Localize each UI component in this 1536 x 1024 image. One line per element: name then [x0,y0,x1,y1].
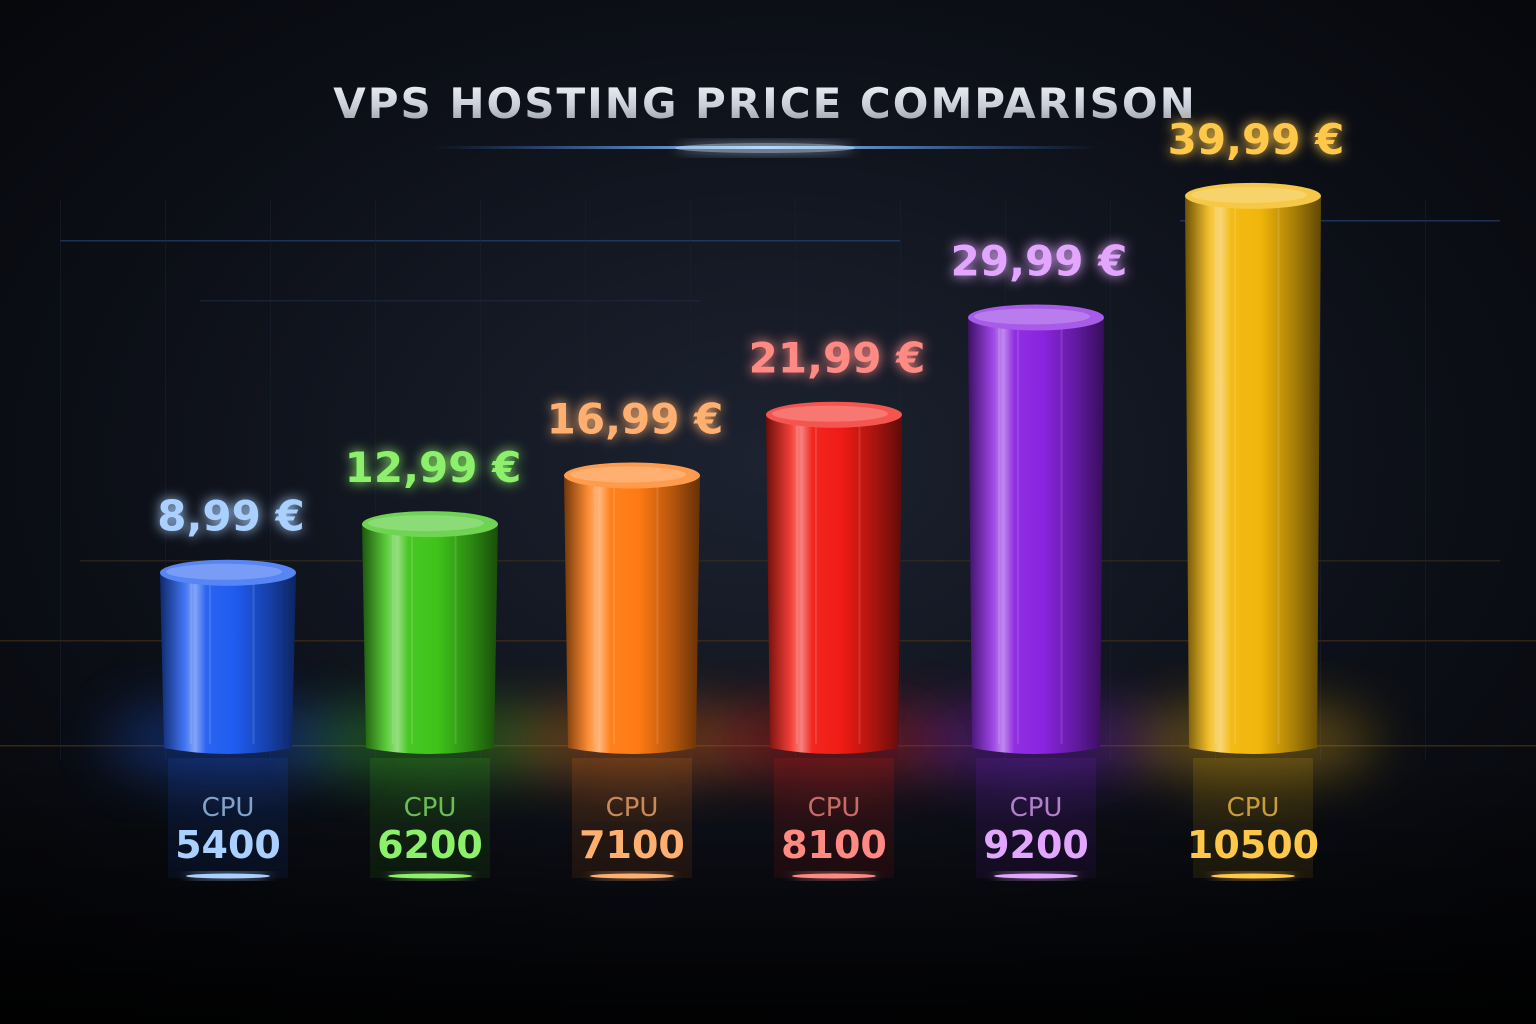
bar-value-label: 8,99 € [157,492,304,541]
category-prefix-label: CPU [808,793,861,823]
bar-value-label: 21,99 € [749,334,926,383]
decor-gridline [1320,200,1321,760]
bar-facet [1214,199,1217,744]
bar-top-highlight [1191,186,1307,203]
decor-streak [0,640,1536,642]
bar-top-highlight [974,308,1090,325]
bar-facet [1016,321,1019,744]
bar-facet [1060,321,1063,744]
bar [362,524,498,754]
bar-top-highlight [368,515,484,532]
decor-gridline [480,200,481,760]
category-tick-label: 5400 [175,823,281,867]
decor-gridline [60,200,61,760]
category-underline-glow [792,873,876,879]
floor-shadow [0,760,1536,1024]
category-tick-label: 6200 [377,823,483,867]
category-underline-glow [388,873,472,879]
bar-facet [391,528,394,744]
bar-facet [252,576,255,744]
category-prefix-label: CPU [1227,793,1280,823]
bar [564,475,700,754]
category-underline-glow [590,873,674,879]
bar [766,414,902,754]
category-tick-label: 9200 [983,823,1089,867]
chart-title: VPS HOSTING PRICE COMPARISON [333,79,1197,128]
decor-gridline [1110,200,1111,760]
category-tick-label: 10500 [1187,823,1319,867]
category-underline-glow [1211,873,1295,879]
bar-value-label: 16,99 € [547,394,724,443]
bar-value-label: 12,99 € [345,443,522,492]
bar-facet [454,528,457,744]
bar-value-label: 39,99 € [1168,115,1345,164]
bar-facet [858,418,861,744]
bar-top-highlight [166,563,282,580]
title-underline-flare [675,143,855,153]
bar-facet [208,576,211,744]
bar-facet [656,479,659,744]
bar-top-highlight [570,466,686,483]
bar-facet [593,479,596,744]
decor-gridline [165,200,166,760]
category-prefix-label: CPU [606,793,659,823]
bar [968,317,1104,754]
bar-facet [795,418,798,744]
bar-facet [189,576,192,744]
category-tick-label: 7100 [579,823,685,867]
bar-top-highlight [772,405,888,422]
decor-streak [200,300,700,302]
bar-facet [1233,199,1236,744]
bar [1185,195,1321,754]
decor-streak [1180,220,1500,222]
bar-facet [410,528,413,744]
bar-facet [1277,199,1280,744]
category-underline-glow [994,873,1078,879]
decor-gridline [270,200,271,760]
bar-value-label: 29,99 € [951,236,1128,285]
decor-gridline [375,200,376,760]
bar-facet [997,321,1000,744]
category-prefix-label: CPU [1010,793,1063,823]
decor-gridline [1425,200,1426,760]
bar-facet [814,418,817,744]
category-underline-glow [186,873,270,879]
category-tick-label: 8100 [781,823,887,867]
bar [160,572,296,754]
category-prefix-label: CPU [202,793,255,823]
category-prefix-label: CPU [404,793,457,823]
bar-facet [612,479,615,744]
